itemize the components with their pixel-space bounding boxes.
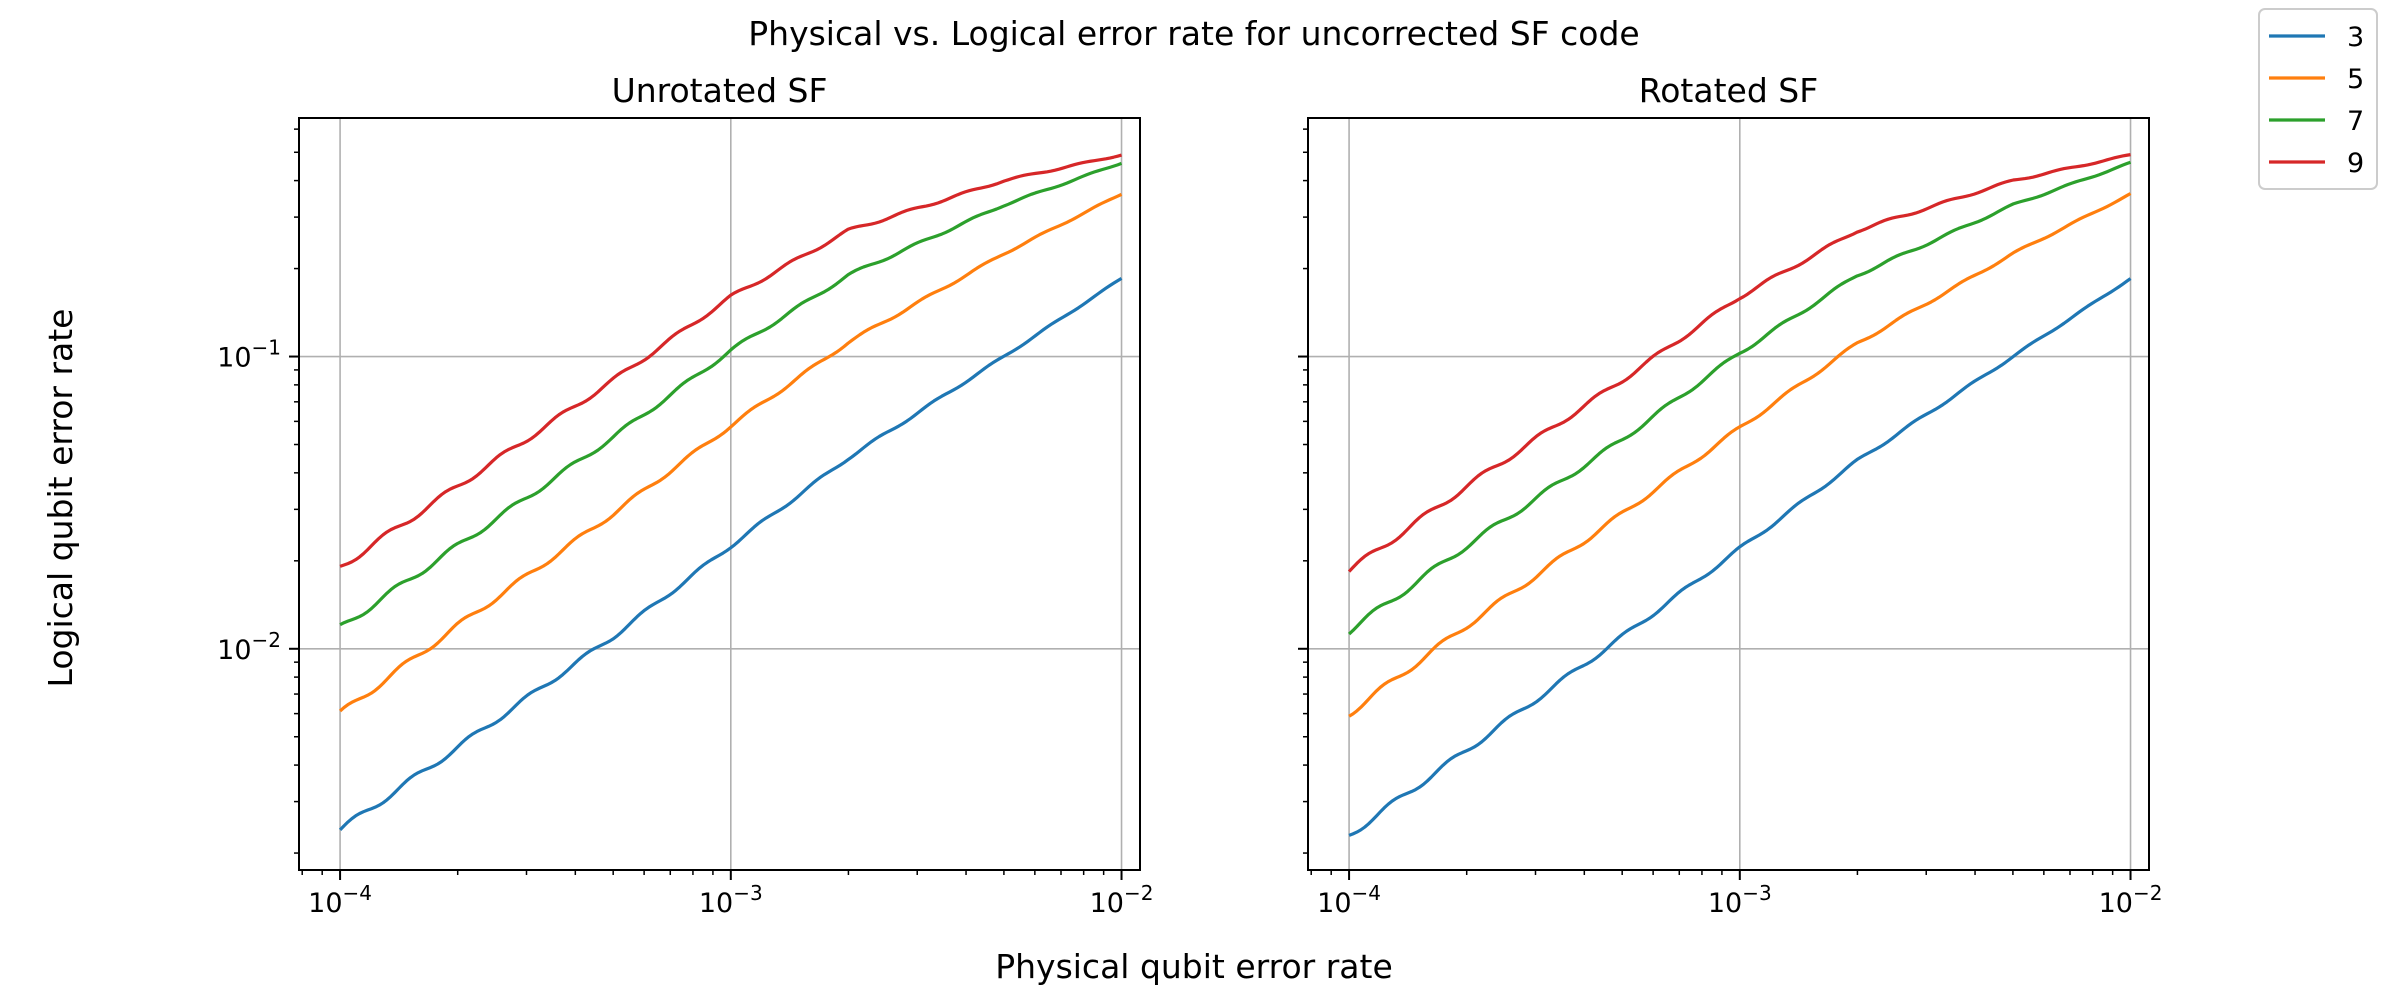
panel-title: Unrotated SF: [612, 71, 828, 110]
x-ticks: 10−4 10−3 10−2: [301, 870, 1154, 919]
figure-title: Physical vs. Logical error rate for unco…: [748, 14, 1639, 53]
x-tick-label: 10−3: [1708, 881, 1772, 919]
y-axis-label: Logical qubit error rate: [41, 309, 80, 688]
x-tick-label: 10−3: [699, 881, 763, 919]
y-tick-label: 10−1: [217, 336, 281, 374]
legend-frame: [2258, 8, 2378, 190]
grid: [299, 118, 1140, 870]
axes-frame: [1307, 117, 2150, 871]
panel-unrotated-sf: Unrotated SF 10−4 10−3 10−2 10−2 10−1: [217, 71, 1153, 919]
series-line-3: [1348, 277, 2132, 837]
series-line-5: [339, 192, 1123, 713]
legend: 3 5 7 9: [2258, 8, 2378, 190]
x-ticks: 10−4 10−3 10−2: [1310, 870, 2163, 919]
series-lines: [338, 153, 1123, 832]
panel-title: Rotated SF: [1639, 71, 1818, 110]
series-line-7: [339, 161, 1123, 627]
x-tick-label: 10−4: [1317, 881, 1381, 919]
panel-rotated-sf: Rotated SF 10−4 10−3 10−2: [1298, 71, 2162, 919]
y-ticks: 10−2 10−1: [217, 128, 299, 854]
x-axis-label: Physical qubit error rate: [995, 947, 1393, 986]
x-tick-label: 10−2: [2099, 881, 2163, 919]
grid: [1308, 118, 2149, 870]
series-line-9: [339, 153, 1122, 568]
legend-label-9: 9: [2347, 148, 2364, 179]
series-line-9: [1347, 153, 2131, 573]
y-tick-label: 10−2: [217, 628, 281, 666]
y-ticks: [1298, 128, 1308, 854]
axes-frame: [298, 117, 1141, 871]
legend-label-7: 7: [2347, 106, 2364, 137]
series-line-5: [1348, 192, 2132, 718]
legend-label-5: 5: [2347, 64, 2364, 95]
series-line-7: [1347, 160, 2132, 636]
series-line-3: [338, 277, 1123, 832]
x-tick-label: 10−4: [308, 881, 372, 919]
series-lines: [1347, 153, 2132, 837]
x-tick-label: 10−2: [1090, 881, 1154, 919]
legend-label-3: 3: [2347, 22, 2364, 53]
